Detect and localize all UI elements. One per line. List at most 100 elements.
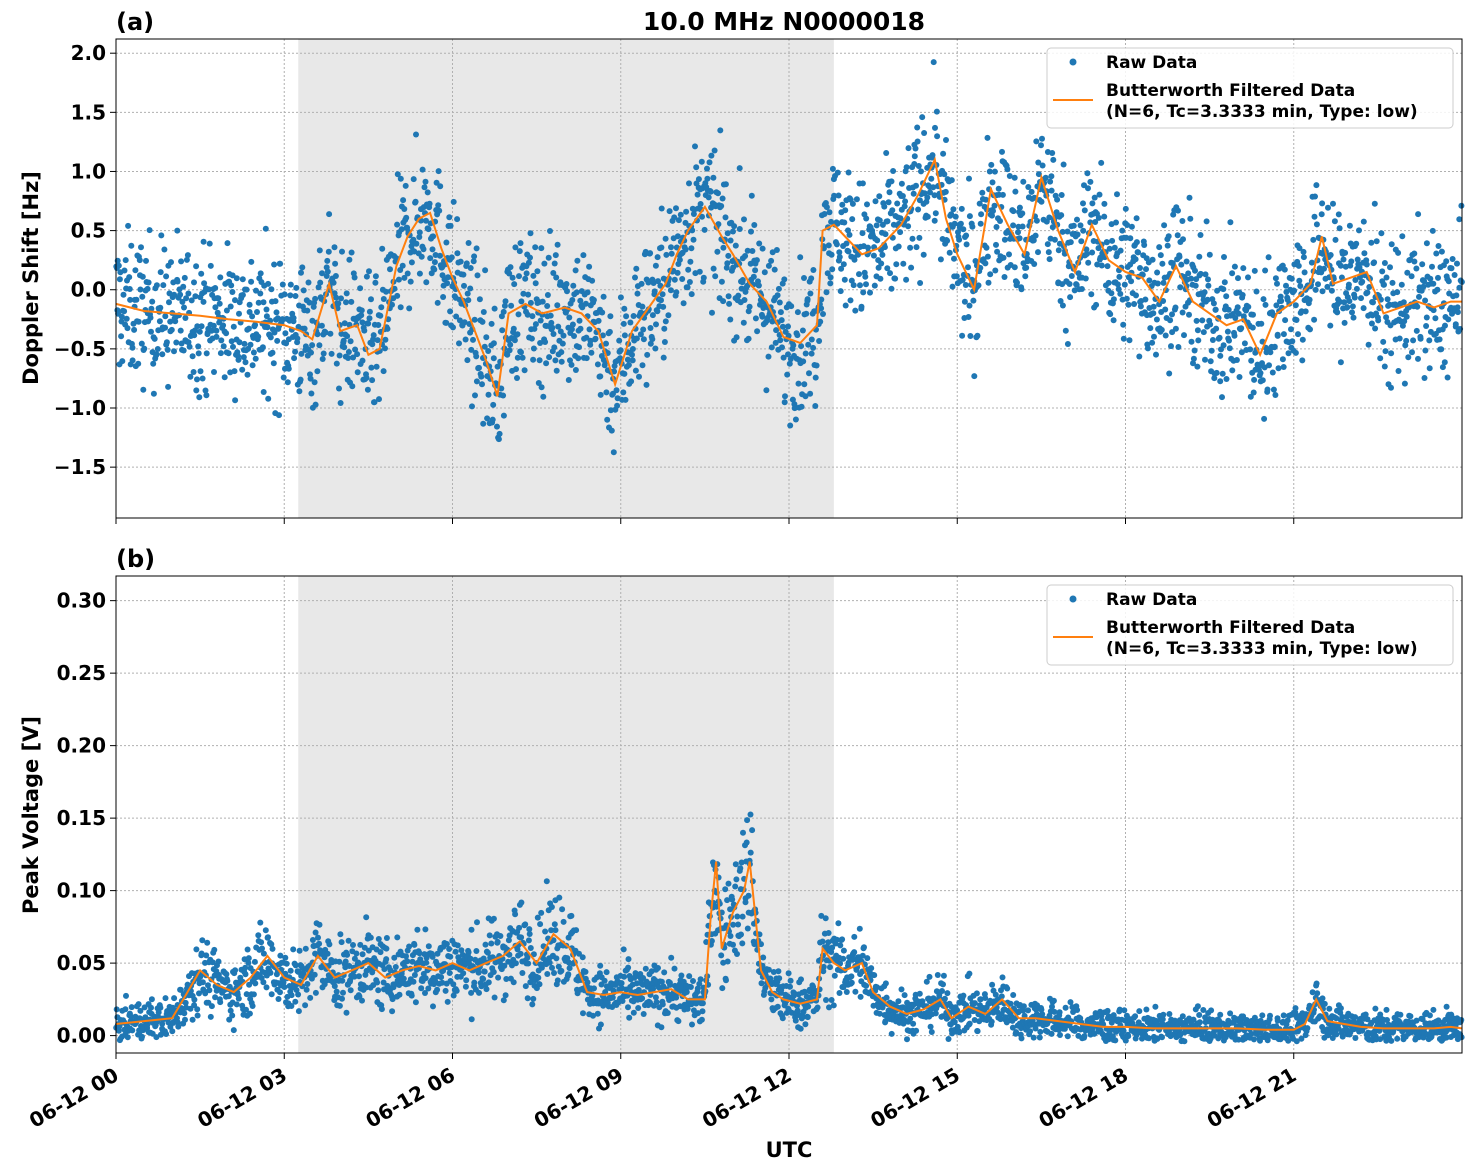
raw-point (175, 1023, 182, 1030)
raw-point (903, 276, 910, 283)
raw-point (268, 941, 275, 948)
raw-point (1020, 1003, 1027, 1010)
raw-point (1360, 305, 1367, 312)
raw-point (505, 937, 512, 944)
raw-point (1293, 1038, 1300, 1045)
raw-point (818, 912, 825, 919)
raw-point (116, 276, 123, 283)
raw-point (284, 379, 291, 386)
raw-point (1334, 309, 1341, 316)
raw-point (932, 210, 939, 217)
raw-point (1007, 1000, 1014, 1007)
raw-point (1430, 280, 1437, 287)
raw-point (1046, 214, 1053, 221)
raw-point (883, 994, 890, 1001)
raw-point (215, 295, 222, 302)
raw-point (638, 280, 645, 287)
raw-point (1394, 289, 1401, 296)
raw-point (1314, 990, 1321, 997)
raw-point (153, 351, 160, 358)
raw-point (1272, 392, 1279, 398)
raw-point (532, 280, 539, 287)
raw-point (1292, 349, 1299, 356)
raw-point (460, 271, 467, 278)
raw-point (863, 281, 869, 288)
raw-point (663, 251, 670, 258)
raw-point (518, 349, 524, 356)
raw-point (941, 995, 948, 1002)
raw-point (546, 354, 553, 361)
raw-point (394, 292, 401, 299)
raw-point (1083, 246, 1090, 253)
raw-point (1264, 1037, 1271, 1044)
raw-point (508, 302, 515, 309)
y-axis-ticks: 2.01.51.00.50.0−0.5−1.0−1.5 (54, 41, 116, 479)
raw-point (429, 953, 436, 960)
raw-point (413, 131, 419, 138)
raw-point (587, 337, 594, 344)
raw-point (442, 987, 449, 994)
raw-point (914, 138, 921, 145)
raw-point (1368, 239, 1375, 246)
raw-point (516, 248, 523, 255)
raw-point (1207, 321, 1214, 328)
raw-point (556, 894, 563, 901)
raw-point (597, 373, 604, 380)
raw-point (900, 260, 907, 267)
raw-point (339, 248, 345, 255)
raw-point (288, 992, 295, 999)
raw-point (982, 260, 989, 267)
raw-point (600, 293, 607, 300)
raw-point (831, 972, 838, 979)
raw-point (629, 351, 635, 358)
raw-point (340, 989, 346, 996)
raw-point (1064, 341, 1071, 347)
raw-point (735, 921, 742, 928)
raw-point (296, 388, 303, 395)
raw-point (453, 987, 460, 994)
raw-point (1351, 294, 1358, 301)
raw-point (630, 1009, 637, 1016)
raw-point (967, 333, 974, 339)
raw-point (1062, 327, 1069, 334)
raw-point (431, 259, 438, 266)
raw-point (123, 992, 129, 999)
raw-point (241, 340, 248, 347)
raw-point (652, 994, 659, 1001)
raw-point (1050, 156, 1057, 163)
raw-point (674, 269, 681, 276)
raw-point (474, 272, 481, 279)
raw-point (1430, 307, 1437, 314)
raw-point (200, 298, 207, 305)
raw-point (467, 285, 474, 292)
raw-point (948, 177, 955, 184)
raw-point (797, 254, 804, 261)
raw-point (1176, 253, 1183, 260)
raw-point (1239, 292, 1246, 298)
raw-point (1383, 274, 1390, 281)
raw-point (267, 334, 274, 341)
raw-point (1116, 273, 1123, 280)
raw-point (537, 340, 544, 346)
raw-point (549, 964, 555, 971)
raw-point (658, 205, 665, 212)
raw-point (682, 246, 689, 253)
raw-point (977, 220, 984, 227)
raw-point (124, 325, 131, 332)
raw-point (168, 326, 175, 333)
raw-point (1232, 315, 1239, 321)
raw-point (431, 266, 438, 273)
raw-point (1235, 310, 1242, 317)
raw-point (755, 282, 762, 289)
raw-point (491, 994, 498, 1001)
raw-point (1190, 355, 1197, 362)
raw-point (632, 274, 638, 281)
raw-point (416, 229, 423, 236)
raw-point (400, 197, 407, 204)
raw-point (1288, 326, 1294, 333)
raw-point (907, 244, 914, 251)
raw-point (376, 396, 382, 403)
raw-point (1387, 264, 1393, 271)
raw-point (658, 978, 665, 985)
raw-point (458, 947, 465, 954)
